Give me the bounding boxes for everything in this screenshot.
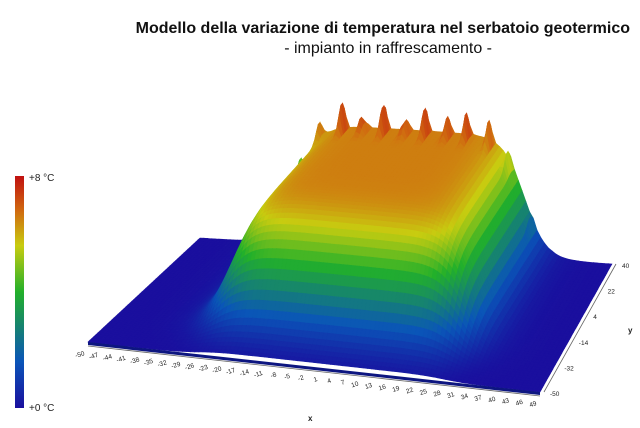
colorbar-min-label: +0 °C — [29, 403, 54, 414]
colorbar — [15, 176, 24, 408]
colorbar-max-label: +8 °C — [29, 173, 54, 184]
chart-subtitle: - impianto in raffrescamento - — [284, 40, 492, 57]
surface — [87, 102, 613, 395]
chart-title: Modello della variazione di temperatura … — [135, 20, 630, 37]
